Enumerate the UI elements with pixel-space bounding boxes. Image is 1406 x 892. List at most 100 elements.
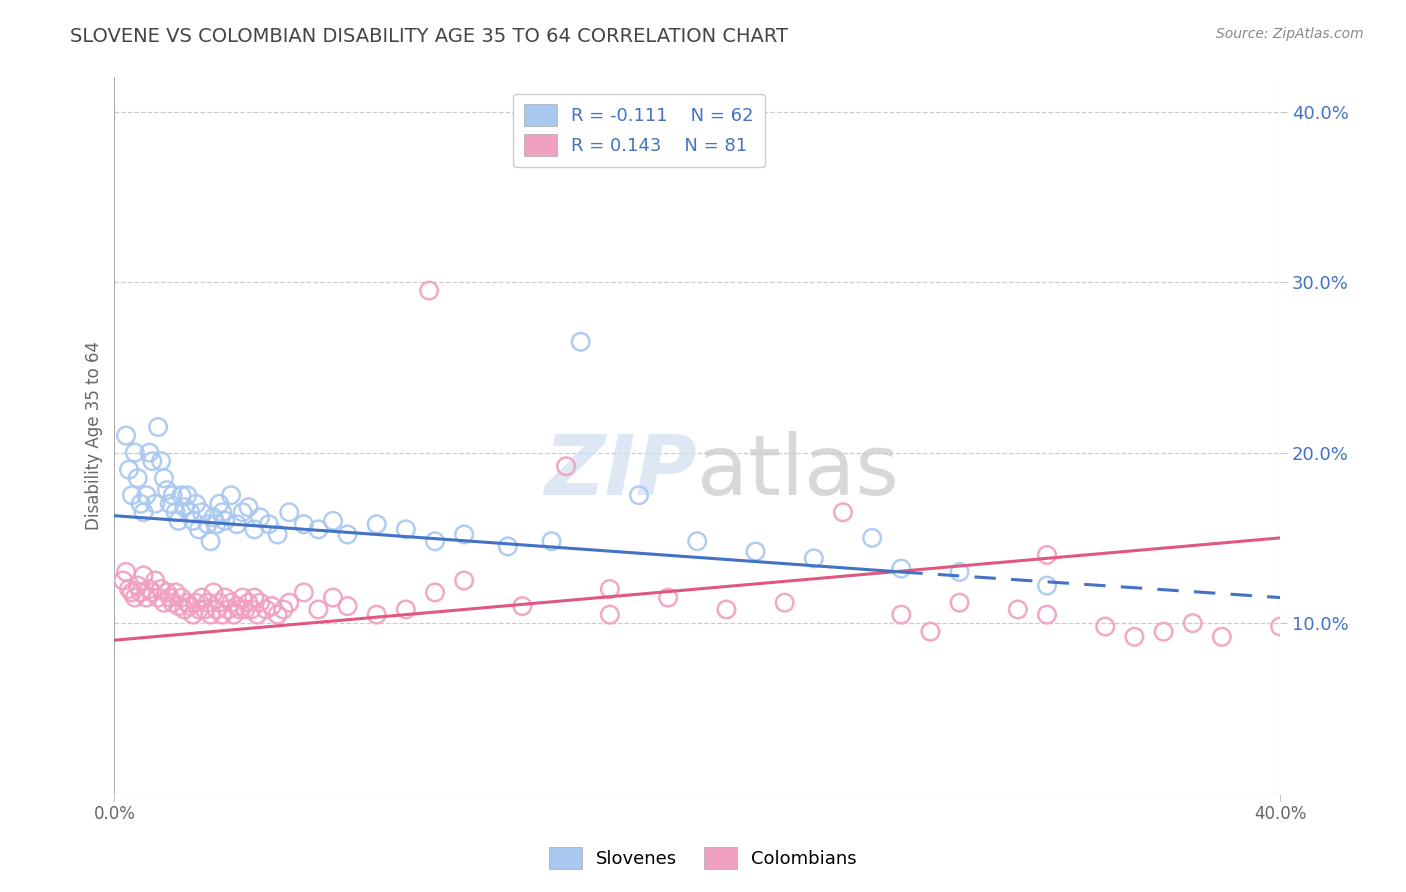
Point xyxy=(246,607,269,622)
Point xyxy=(153,471,176,485)
Y-axis label: Disability Age 35 to 64: Disability Age 35 to 64 xyxy=(86,341,103,530)
Point xyxy=(181,514,204,528)
Point xyxy=(184,596,207,610)
Text: ZIP: ZIP xyxy=(544,431,697,512)
Point xyxy=(138,582,160,596)
Point xyxy=(135,591,157,605)
Point xyxy=(208,596,231,610)
Point xyxy=(266,607,288,622)
Point xyxy=(266,527,288,541)
Point xyxy=(395,522,418,536)
Point xyxy=(1036,579,1059,593)
Point xyxy=(232,505,254,519)
Point xyxy=(170,591,193,605)
Point xyxy=(366,607,388,622)
Point xyxy=(948,596,970,610)
Point xyxy=(179,599,201,613)
Point xyxy=(132,505,155,519)
Point xyxy=(153,596,176,610)
Point xyxy=(219,596,242,610)
Point xyxy=(121,488,143,502)
Point xyxy=(191,591,214,605)
Point xyxy=(173,602,195,616)
Point xyxy=(162,488,184,502)
Point xyxy=(219,488,242,502)
Point xyxy=(184,497,207,511)
Point xyxy=(744,544,766,558)
Point xyxy=(920,624,942,639)
Point xyxy=(191,505,214,519)
Point xyxy=(214,591,236,605)
Point xyxy=(118,463,141,477)
Point xyxy=(1123,630,1146,644)
Point xyxy=(214,514,236,528)
Point xyxy=(278,596,301,610)
Point xyxy=(187,602,209,616)
Point xyxy=(423,585,446,599)
Text: atlas: atlas xyxy=(697,431,898,512)
Point xyxy=(395,602,418,616)
Point xyxy=(141,585,163,599)
Legend: Slovenes, Colombians: Slovenes, Colombians xyxy=(540,838,866,879)
Point xyxy=(555,459,578,474)
Point xyxy=(238,500,260,515)
Point xyxy=(167,514,190,528)
Point xyxy=(156,483,179,497)
Point xyxy=(1211,630,1233,644)
Point xyxy=(167,599,190,613)
Point xyxy=(200,534,222,549)
Point xyxy=(170,488,193,502)
Point xyxy=(181,607,204,622)
Point xyxy=(453,574,475,588)
Point xyxy=(150,454,173,468)
Point xyxy=(860,531,883,545)
Point xyxy=(127,471,149,485)
Point xyxy=(176,488,198,502)
Point xyxy=(146,420,169,434)
Point xyxy=(540,534,562,549)
Point xyxy=(238,596,260,610)
Point xyxy=(156,585,179,599)
Text: Source: ZipAtlas.com: Source: ZipAtlas.com xyxy=(1216,27,1364,41)
Point xyxy=(948,565,970,579)
Point xyxy=(260,599,283,613)
Point xyxy=(146,591,169,605)
Point xyxy=(194,602,217,616)
Point xyxy=(1007,602,1029,616)
Point xyxy=(232,591,254,605)
Point xyxy=(176,596,198,610)
Point xyxy=(307,602,329,616)
Point xyxy=(1268,619,1291,633)
Point xyxy=(512,599,534,613)
Point xyxy=(832,505,855,519)
Point xyxy=(336,527,359,541)
Point xyxy=(197,517,219,532)
Point xyxy=(225,599,247,613)
Point xyxy=(599,582,621,596)
Point xyxy=(1036,607,1059,622)
Point xyxy=(202,510,225,524)
Point xyxy=(249,596,271,610)
Point xyxy=(423,534,446,549)
Legend: R = -0.111    N = 62, R = 0.143    N = 81: R = -0.111 N = 62, R = 0.143 N = 81 xyxy=(513,94,765,167)
Point xyxy=(292,517,315,532)
Point xyxy=(292,585,315,599)
Point xyxy=(278,505,301,519)
Point xyxy=(243,591,266,605)
Point xyxy=(143,497,166,511)
Point xyxy=(890,561,912,575)
Point xyxy=(132,568,155,582)
Point xyxy=(657,591,679,605)
Point xyxy=(112,574,135,588)
Point xyxy=(225,517,247,532)
Point xyxy=(716,602,738,616)
Point xyxy=(1153,624,1175,639)
Point xyxy=(229,602,252,616)
Point xyxy=(211,505,233,519)
Point xyxy=(187,522,209,536)
Point xyxy=(496,540,519,554)
Point xyxy=(254,602,277,616)
Point xyxy=(273,602,295,616)
Point xyxy=(173,500,195,515)
Point xyxy=(124,591,146,605)
